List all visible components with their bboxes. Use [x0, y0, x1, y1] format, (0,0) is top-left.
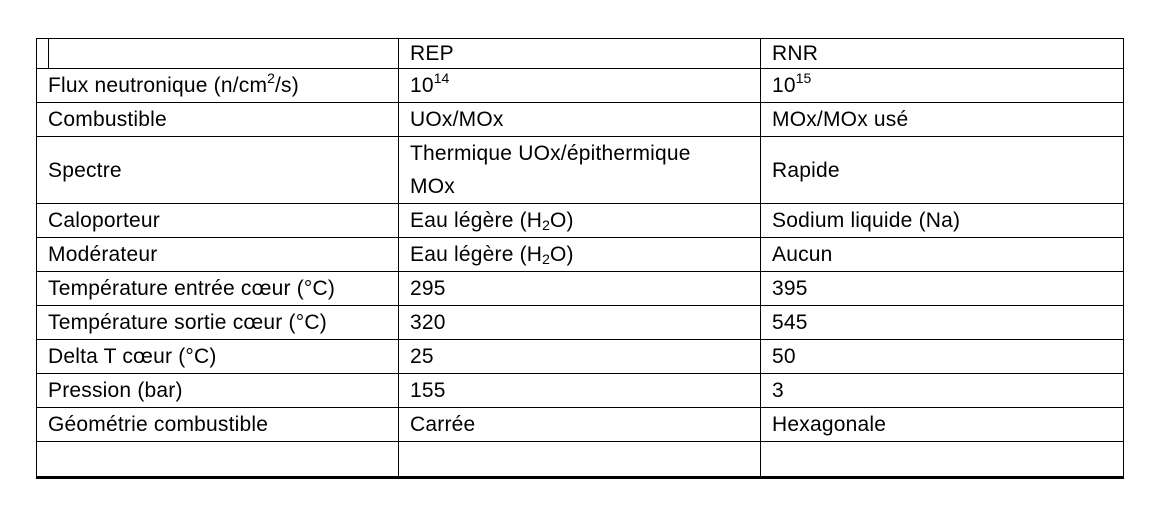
subscript-text: 2	[542, 251, 550, 267]
reactor-comparison-table-container: REP RNR Flux neutronique (n/cm2/s) 1014 10…	[36, 38, 1124, 479]
cell-text: Delta T cœur (°C)	[48, 345, 217, 368]
cell-text: Pression (bar)	[48, 379, 183, 402]
table-row: Delta T cœur (°C) 25 50	[36, 339, 1124, 374]
rnr-value-cell: Hexagonale	[760, 407, 1124, 442]
cell-text: Sodium liquide (Na)	[772, 209, 961, 232]
rnr-value-cell: 3	[760, 373, 1124, 408]
cell-text: Aucun	[772, 243, 833, 266]
cell-text: MOx/MOx usé	[772, 108, 909, 131]
rep-value-cell: Eau légère (H2O)	[398, 203, 761, 238]
rep-value-cell: 295	[398, 271, 761, 306]
rep-value-cell: 1014	[398, 68, 761, 103]
cell-text: 320	[410, 311, 446, 334]
cell-text: 3	[772, 379, 784, 402]
rep-value-cell: Carrée	[398, 407, 761, 442]
row-label-cell: Température entrée cœur (°C)	[36, 271, 399, 306]
cell-text: /s)	[274, 74, 299, 97]
rnr-value-cell: 545	[760, 305, 1124, 340]
cell-text: 10	[410, 74, 434, 97]
superscript-text: 15	[795, 70, 812, 86]
cell-text: Rapide	[772, 158, 840, 182]
rnr-value-cell: Rapide	[760, 136, 1124, 204]
superscript-text: 14	[433, 70, 450, 86]
cell-text: 395	[772, 277, 808, 300]
row-label-cell: Flux neutronique (n/cm2/s)	[36, 68, 399, 103]
cell-text: Carrée	[410, 413, 476, 436]
rnr-value-cell: 395	[760, 271, 1124, 306]
cell-text: Température sortie cœur (°C)	[48, 311, 327, 334]
cell-text: Spectre	[48, 158, 122, 182]
table-body: Flux neutronique (n/cm2/s) 1014 1015 Combus…	[36, 68, 1124, 479]
row-label-cell: Modérateur	[36, 237, 399, 272]
rnr-value-cell: 1015	[760, 68, 1124, 103]
cell-text: Flux neutronique (n/cm	[48, 74, 268, 97]
cell-text: 545	[772, 311, 808, 334]
cell-text: Eau légère (H	[410, 243, 543, 266]
table-row: Flux neutronique (n/cm2/s) 1014 1015	[36, 68, 1124, 103]
subscript-text: 2	[542, 217, 550, 233]
row-label-cell: Spectre	[36, 136, 399, 204]
reactor-comparison-table: REP RNR Flux neutronique (n/cm2/s) 1014 10…	[36, 38, 1124, 479]
cell-text: Hexagonale	[772, 413, 887, 436]
table-row: Modérateur Eau légère (H2O) Aucun	[36, 237, 1124, 272]
table-row: Température entrée cœur (°C) 295 395	[36, 271, 1124, 306]
rep-value-cell	[398, 441, 761, 479]
row-label-cell: Combustible	[36, 102, 399, 137]
table-row: Température sortie cœur (°C) 320 545	[36, 305, 1124, 340]
table-row: Pression (bar) 155 3	[36, 373, 1124, 408]
rep-value-cell: Eau légère (H2O)	[398, 237, 761, 272]
cell-text: 50	[772, 345, 796, 368]
row-label-cell: Température sortie cœur (°C)	[36, 305, 399, 340]
cell-text: UOx/MOx	[410, 108, 504, 131]
cell-text: Modérateur	[48, 243, 158, 266]
cell-text: Combustible	[48, 108, 167, 131]
cell-text: Thermique UOx/épithermique MOx	[410, 142, 691, 198]
rnr-value-cell	[760, 441, 1124, 479]
row-label-cell: Caloporteur	[36, 203, 399, 238]
row-label-cell: Géométrie combustible	[36, 407, 399, 442]
rep-value-cell: 320	[398, 305, 761, 340]
cell-text: 10	[772, 74, 796, 97]
header-rep-cell: REP	[398, 38, 761, 69]
cell-text: 155	[410, 379, 446, 402]
rep-value-cell: Thermique UOx/épithermique MOx	[398, 136, 761, 204]
cell-text: 25	[410, 345, 434, 368]
table-row: Spectre Thermique UOx/épithermique MOx Rap…	[36, 136, 1124, 204]
cell-text: Caloporteur	[48, 209, 160, 232]
rep-value-cell: 155	[398, 373, 761, 408]
table-row	[36, 441, 1124, 479]
header-rnr-cell: RNR	[760, 38, 1124, 69]
cell-text: Eau légère (H	[410, 209, 543, 232]
row-label-cell: Delta T cœur (°C)	[36, 339, 399, 374]
table-header-row: REP RNR	[36, 38, 1124, 69]
header-label-cell	[48, 38, 399, 69]
cell-text: 295	[410, 277, 446, 300]
cell-text: Géométrie combustible	[48, 413, 269, 436]
rnr-value-cell: 50	[760, 339, 1124, 374]
rnr-value-cell: MOx/MOx usé	[760, 102, 1124, 137]
row-label-cell	[36, 441, 399, 479]
cell-text: Température entrée cœur (°C)	[48, 277, 336, 300]
table-row: Combustible UOx/MOx MOx/MOx usé	[36, 102, 1124, 137]
row-label-cell: Pression (bar)	[36, 373, 399, 408]
cell-text: O)	[549, 243, 574, 266]
rep-value-cell: 25	[398, 339, 761, 374]
rnr-value-cell: Sodium liquide (Na)	[760, 203, 1124, 238]
table-row: Caloporteur Eau légère (H2O) Sodium liquid…	[36, 203, 1124, 238]
header-spacer-cell	[36, 38, 49, 69]
table-row: Géométrie combustible Carrée Hexagonale	[36, 407, 1124, 442]
rnr-value-cell: Aucun	[760, 237, 1124, 272]
superscript-text: 2	[267, 70, 275, 86]
cell-text: O)	[549, 209, 574, 232]
rep-value-cell: UOx/MOx	[398, 102, 761, 137]
